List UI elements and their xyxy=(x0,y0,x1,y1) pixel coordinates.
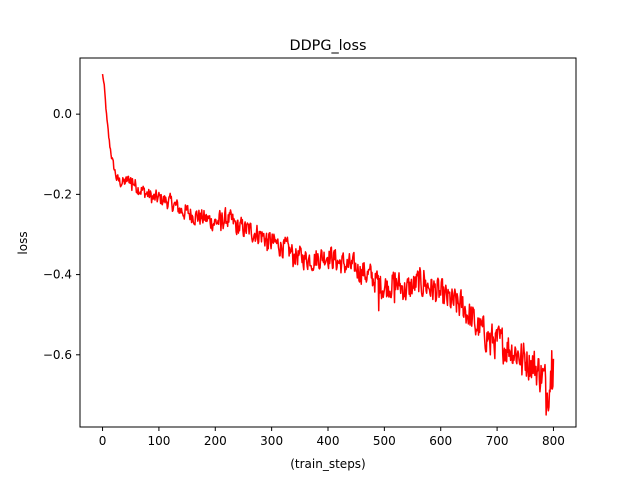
loss-series-line xyxy=(101,73,555,416)
x-tick-label: 100 xyxy=(147,434,170,448)
x-tick-label: 400 xyxy=(317,434,340,448)
x-tick-label: 200 xyxy=(204,434,227,448)
x-tick-label: 500 xyxy=(373,434,396,448)
x-tick-label: 800 xyxy=(542,434,565,448)
x-tick-label: 700 xyxy=(486,434,509,448)
y-tick-label: −0.2 xyxy=(43,187,72,201)
x-axis-label: (train_steps) xyxy=(290,457,366,471)
x-tick-label: 0 xyxy=(99,434,107,448)
y-axis: −0.6 −0.4 −0.2 0.0 xyxy=(43,107,80,362)
y-tick-label: 0.0 xyxy=(53,107,72,121)
x-tick-label: 300 xyxy=(260,434,283,448)
x-axis: 0 100 200 300 400 500 600 700 800 xyxy=(99,427,565,448)
x-tick-label: 600 xyxy=(429,434,452,448)
y-tick-label: −0.6 xyxy=(43,348,72,362)
chart-title: DDPG_loss xyxy=(290,38,367,54)
y-tick-label: −0.4 xyxy=(43,268,72,282)
y-axis-label: loss xyxy=(16,231,30,254)
